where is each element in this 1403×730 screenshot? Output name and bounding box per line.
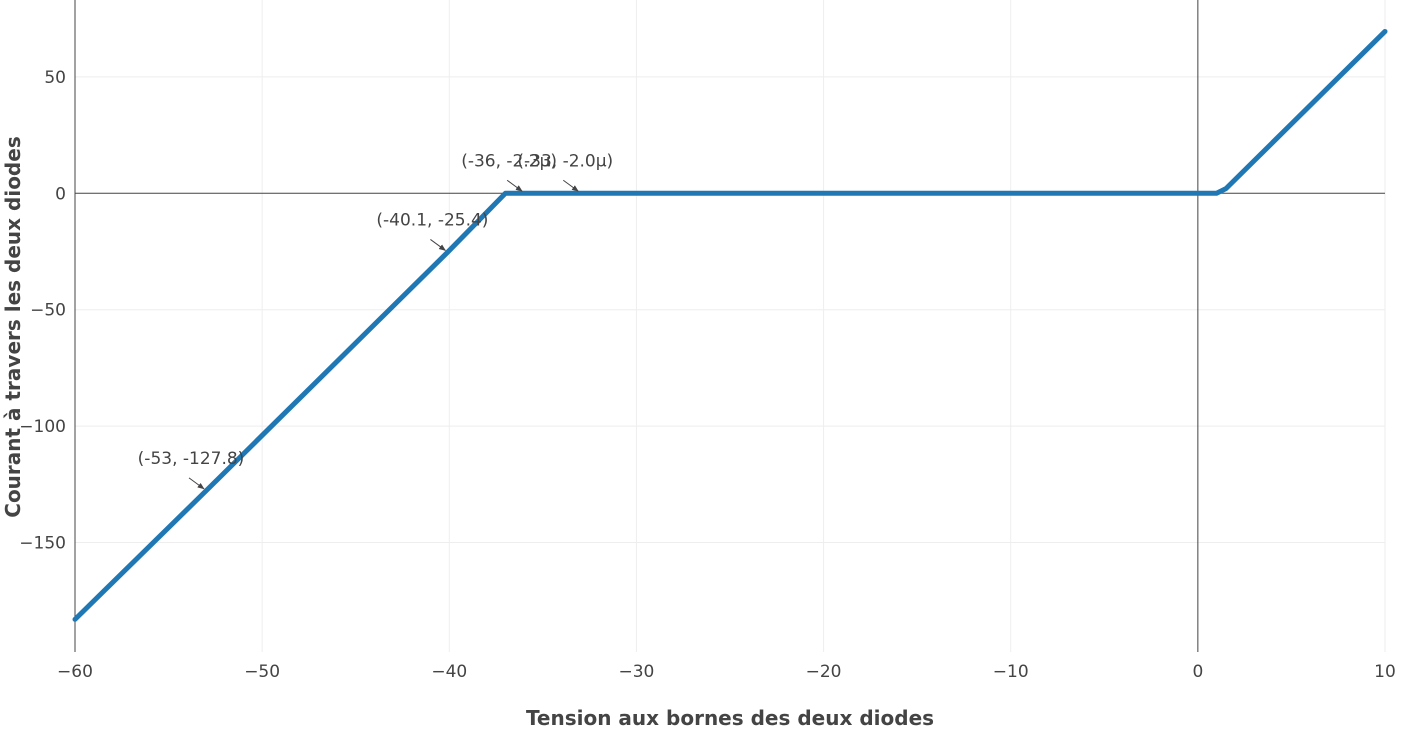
x-tick-label: −10 — [993, 662, 1029, 682]
x-tick-label: −40 — [431, 662, 467, 682]
y-tick-label: −150 — [19, 534, 66, 554]
annotation-arrow — [506, 179, 523, 192]
y-axis-title: Courant à travers les deux diodes — [1, 136, 25, 517]
x-tick-label: −60 — [57, 662, 93, 682]
y-tick-label: −50 — [30, 301, 66, 321]
y-tick-label: −100 — [19, 417, 66, 437]
annotation-arrow — [188, 477, 205, 490]
annotation-arrow — [562, 179, 579, 192]
x-tick-label: −30 — [618, 662, 654, 682]
annotations-layer: (-53, -127.8) (-40.1, -25.4) (-36, -2.2μ)(… — [138, 151, 613, 490]
y-axis-ticks: −150 −100 −50 0 50 — [19, 68, 66, 554]
y-tick-label: 0 — [55, 184, 66, 204]
grid-lines — [74, 0, 1386, 652]
zero-lines — [74, 0, 1385, 652]
annotation-label: (-53, -127.8) — [138, 449, 245, 469]
series-layer — [72, 28, 1388, 622]
y-tick-label: 50 — [44, 68, 66, 88]
annotation-arrow — [430, 239, 446, 251]
x-tick-label: −20 — [806, 662, 842, 682]
x-tick-label: 10 — [1374, 662, 1396, 682]
annotation-label: (-40.1, -25.4) — [376, 210, 488, 230]
series-line — [72, 28, 1388, 622]
annotation-label: (-36, -2.2μ) — [461, 151, 557, 171]
x-axis-ticks: −60 −50 −40 −30 −20 −10 0 10 — [57, 662, 1396, 682]
x-tick-label: 0 — [1192, 662, 1203, 682]
x-axis-title: Tension aux bornes des deux diodes — [526, 706, 934, 730]
x-tick-label: −50 — [244, 662, 280, 682]
annotation-label: (-33, -2.0μ) — [517, 151, 613, 171]
